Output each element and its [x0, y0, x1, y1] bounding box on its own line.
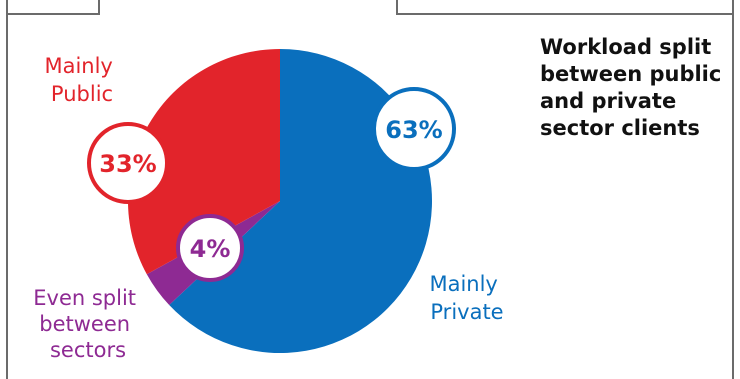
badge-mainly-public: 33% [87, 122, 169, 204]
frame-tick [98, 0, 100, 14]
category-label-mainly-public: Mainly Public [44, 54, 119, 106]
badge-circle [176, 214, 244, 282]
data-label-mainly-public: 33% [99, 150, 156, 178]
data-label-even-split: 4% [190, 235, 231, 263]
frame-border-top [396, 13, 734, 15]
data-label-mainly-private: 63% [385, 116, 442, 144]
frame-border-left [6, 0, 8, 379]
category-label-mainly-private: Mainly Private [429, 272, 504, 324]
badge-mainly-private: 63% [372, 87, 456, 171]
frame-border-right [732, 0, 734, 379]
badge-even-split: 4% [176, 214, 244, 282]
frame-tick [396, 0, 398, 14]
pie-slice-mainly-private [169, 49, 432, 353]
frame-border-top [6, 13, 100, 15]
chart-title: Workload split between public and privat… [540, 35, 722, 140]
badge-circle [372, 87, 456, 171]
pie-slice-mainly-public [127, 49, 280, 275]
badge-circle [87, 122, 169, 204]
pie-slices [127, 49, 432, 353]
category-label-even-split: Even split between sectors [33, 286, 142, 362]
